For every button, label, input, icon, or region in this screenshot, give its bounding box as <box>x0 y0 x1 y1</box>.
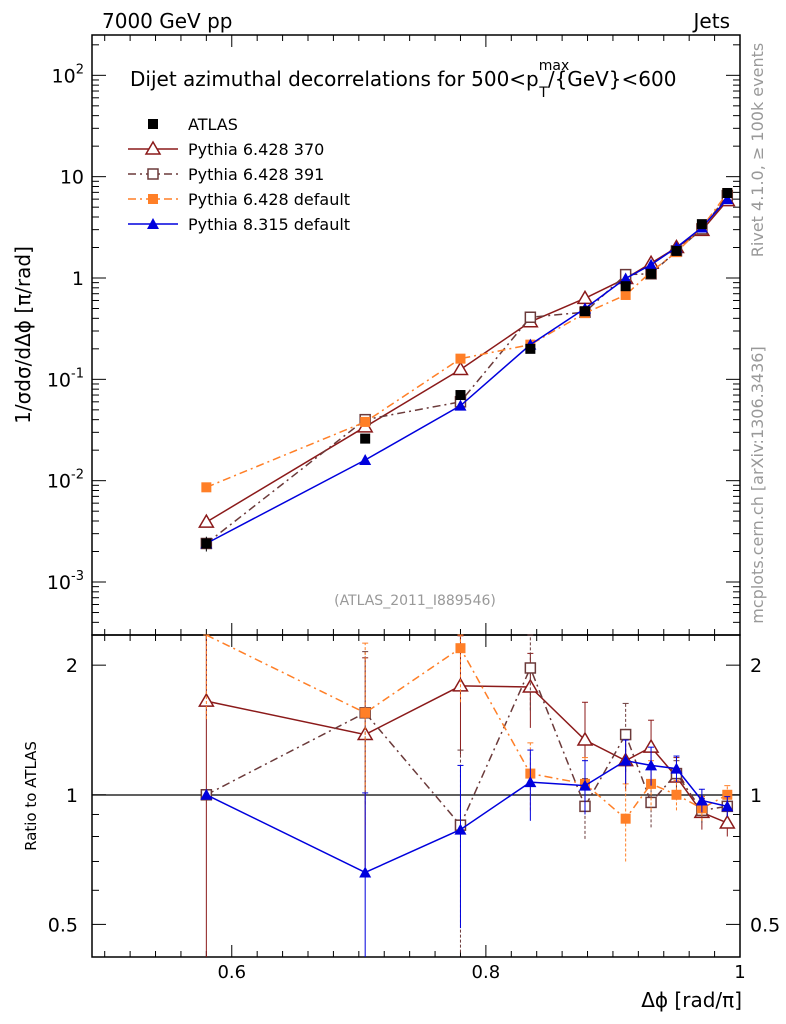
ratio-point-pythia-8-315-default <box>645 759 658 771</box>
point-pythia-6-428-default <box>620 289 631 300</box>
ratio-point-pythia-8-315-default <box>454 823 467 835</box>
legend-label-pythia-6-428-default: Pythia 6.428 default <box>188 190 350 209</box>
line-pythia-6-428-391 <box>205 195 728 545</box>
point-pythia-8-315-default <box>454 399 467 411</box>
main-plot-series <box>198 187 736 552</box>
mcplots-label: mcplots.cern.ch [arXiv:1306.3436] <box>748 346 767 623</box>
ratio-line-pythia-6-428-391 <box>206 666 728 827</box>
legend-marker-pythia-6-428-391 <box>147 168 159 180</box>
x-tick-label: 0.8 <box>472 962 501 983</box>
ratio-line-pythia-6-428-370 <box>206 685 728 824</box>
ratio-line-pythia-6-428-default <box>206 634 728 820</box>
legend: ATLAS Pythia 6.428 370 Pythia 6.428 391 Pyt… <box>128 115 350 234</box>
ratio-point-pythia-8-315-default <box>619 754 632 766</box>
ratio-point-pythia-6-428-default <box>722 789 733 800</box>
y-tick-label: 1 <box>72 268 84 290</box>
tick-labels: 0.6 0.8 1 10-3 10-2 10-1 1 10 102 0.5 0.5 1 1 2 2 <box>47 62 780 983</box>
ratio-point-pythia-6-428-391 <box>619 728 632 741</box>
point-pythia-6-428-370 <box>576 289 594 305</box>
x-tick-label: 1 <box>734 962 745 983</box>
ratio-point-pythia-8-315-default <box>670 762 683 774</box>
y-tick-label: 10-2 <box>47 468 84 493</box>
point-pythia-6-428-default <box>201 482 212 493</box>
ratio-tick-label-right: 0.5 <box>750 914 780 936</box>
ratio-panel-frame <box>91 634 741 958</box>
ratio-point-pythia-6-428-370 <box>522 678 539 693</box>
ratio-tick-label: 2 <box>66 655 78 677</box>
point-atlas <box>620 281 631 292</box>
point-atlas <box>360 433 371 444</box>
ratio-point-pythia-8-315-default <box>524 776 537 788</box>
point-atlas <box>671 245 682 256</box>
point-pythia-8-315-default <box>721 193 734 205</box>
ratio-point-pythia-8-315-default <box>721 800 734 812</box>
point-atlas <box>696 219 707 230</box>
rivet-label: Rivet 4.1.0, ≥ 100k events <box>748 43 767 257</box>
point-pythia-6-428-391 <box>524 311 537 323</box>
ratio-point-pythia-6-428-370 <box>576 731 594 746</box>
y-axis-label: 1/σdσ/dΔϕ [π/rad] <box>11 246 35 424</box>
ratio-point-pythia-6-428-default <box>455 643 466 654</box>
point-atlas <box>455 390 466 401</box>
legend-marker-atlas <box>148 119 158 129</box>
ratio-point-pythia-6-428-default <box>620 813 631 824</box>
ratio-tick-label-right: 1 <box>750 785 762 807</box>
axis-ticks <box>92 35 741 957</box>
legend-marker-pythia-6-428-default <box>148 194 158 204</box>
ratio-point-pythia-6-428-370 <box>718 814 736 829</box>
point-atlas <box>722 187 733 198</box>
point-atlas <box>579 306 590 317</box>
ratio-point-pythia-6-428-391 <box>524 662 537 674</box>
header-energy: 7000 GeV pp <box>102 9 233 33</box>
analysis-label: (ATLAS_2011_I889546) <box>334 593 496 609</box>
legend-label-pythia-6-428-370: Pythia 6.428 370 <box>188 140 324 159</box>
point-pythia-8-315-default <box>645 258 658 270</box>
ratio-line-pythia-8-315-default <box>206 759 728 874</box>
point-pythia-8-315-default <box>359 453 372 465</box>
x-tick-label: 0.6 <box>217 962 246 983</box>
ratio-point-pythia-6-428-default <box>671 789 682 800</box>
point-pythia-6-428-370 <box>452 361 469 376</box>
ratio-point-pythia-8-315-default <box>200 788 213 800</box>
chart-title: Dijet azimuthal decorrelations for 500<p… <box>130 58 676 101</box>
line-pythia-6-428-370 <box>205 200 728 523</box>
point-atlas <box>525 343 536 354</box>
line-pythia-8-315-default <box>206 198 728 545</box>
point-atlas <box>646 268 657 279</box>
y-tick-label: 10-3 <box>47 569 84 594</box>
point-pythia-6-428-default <box>455 353 466 364</box>
ratio-axis-label: Ratio to ATLAS <box>22 741 40 851</box>
y-tick-label: 10 <box>60 167 84 189</box>
legend-label-atlas: ATLAS <box>188 115 238 134</box>
x-axis-label: Δϕ [rad/π] <box>641 988 742 1012</box>
ratio-tick-label: 1 <box>66 785 78 807</box>
point-pythia-6-428-370 <box>198 513 215 528</box>
legend-label-pythia-8-315-default: Pythia 8.315 default <box>188 215 350 234</box>
legend-marker-pythia-6-428-370 <box>144 140 162 155</box>
ratio-point-pythia-8-315-default <box>578 779 591 791</box>
ratio-plot-series <box>198 634 736 957</box>
ratio-point-pythia-8-315-default <box>695 794 708 806</box>
line-pythia-6-428-default <box>206 192 728 489</box>
ratio-tick-label: 0.5 <box>48 914 78 936</box>
y-tick-label: 10-1 <box>47 366 84 391</box>
point-atlas <box>201 538 212 549</box>
ratio-tick-label-right: 2 <box>750 655 762 677</box>
point-pythia-6-428-default <box>360 416 371 427</box>
ratio-point-pythia-8-315-default <box>359 866 372 878</box>
y-tick-label: 102 <box>52 62 84 87</box>
ratio-point-pythia-6-428-default <box>360 707 371 718</box>
ratio-point-pythia-6-428-370 <box>198 692 215 707</box>
legend-marker-pythia-8-315-default <box>147 218 159 229</box>
legend-label-pythia-6-428-391: Pythia 6.428 391 <box>188 165 324 184</box>
point-pythia-8-315-default <box>619 272 632 284</box>
header-process: Jets <box>692 9 730 33</box>
